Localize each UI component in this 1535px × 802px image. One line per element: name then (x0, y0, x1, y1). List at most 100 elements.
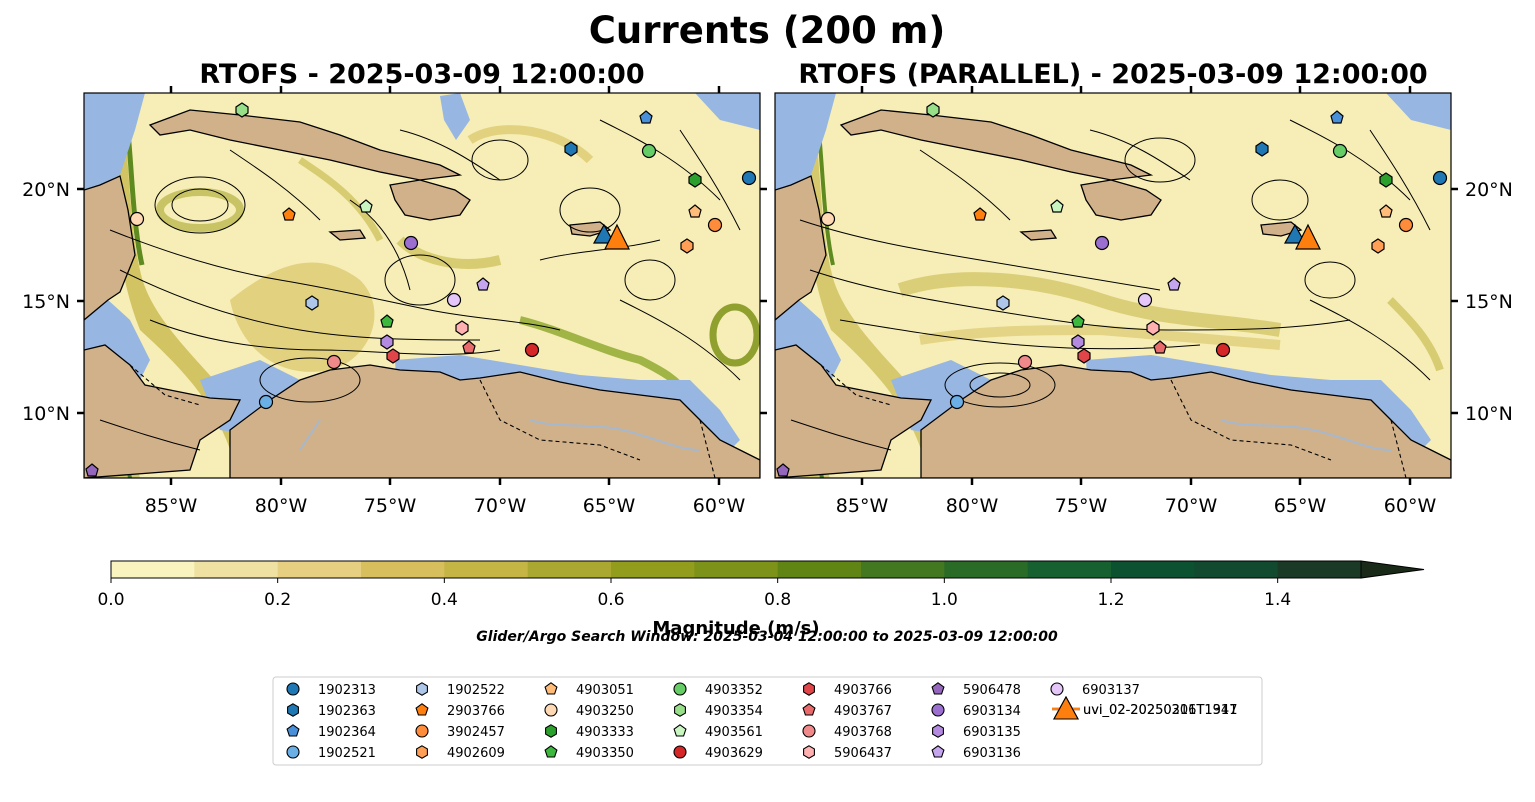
x-tick-label: 70°W (1165, 495, 1218, 517)
marker-4903629 (1215, 342, 1231, 358)
x-tick-label: 70°W (474, 495, 527, 517)
legend-label: 4903767 (834, 704, 892, 719)
map-panel-rtofs-parallel: RTOFS (PARALLEL) - 2025-03-09 12:00:00 (774, 59, 1513, 517)
y-tick-label: 20°N (1465, 179, 1513, 201)
marker-4903766 (386, 348, 400, 364)
legend-item: 4903354 (674, 703, 763, 719)
legend-item: 4903352 (673, 682, 763, 698)
legend-item: 4903767 (802, 703, 892, 719)
marker-2903766 (282, 207, 296, 221)
marker-1902364 (1330, 110, 1344, 124)
marker-4903768 (326, 354, 342, 370)
legend-label: uvi_02-20250306T1911 (1083, 703, 1237, 718)
legend-label: 1902521 (318, 746, 376, 761)
x-tick-label: 60°W (1384, 495, 1437, 517)
colorbar: 0.0 0.2 0.4 0.6 0.8 1.0 1.2 1.4 Magnitude (m/s) (97, 560, 1425, 639)
map-ticks (77, 86, 767, 485)
map-content (84, 93, 760, 478)
legend-item: 1902522 (416, 682, 505, 698)
legend-item: 1902364 (286, 724, 376, 740)
legend-marker-pentagon (415, 703, 429, 716)
x-tick-label: 80°W (255, 495, 308, 517)
legend-label: 2903766 (447, 704, 505, 719)
marker-1902521 (258, 394, 274, 410)
marker-4902609 (680, 238, 694, 254)
borders (129, 364, 716, 478)
colorbar-bin (1111, 561, 1195, 578)
marker-6903134 (1094, 235, 1110, 251)
legend-label: 1902363 (318, 704, 376, 719)
x-tick-label: 75°W (1055, 495, 1108, 517)
legend-label: 1902522 (447, 683, 505, 698)
legend-item: 4903629 (673, 745, 763, 761)
legend-marker-hexagon (803, 745, 815, 759)
x-tick-label: 85°W (836, 495, 889, 517)
colorbar-tick-label: 0.4 (431, 590, 458, 610)
legend-item: 6903134 (931, 703, 1021, 719)
marker-4903350 (380, 314, 394, 328)
legend-marker-hexagon (803, 682, 815, 696)
marker-4903350 (1071, 314, 1085, 328)
legend-marker-hexagon (932, 724, 944, 738)
colorbar-tick-label: 1.2 (1097, 590, 1124, 610)
streamlines (99, 119, 741, 451)
map-frame (83, 92, 761, 479)
legend-marker-circle (673, 745, 687, 759)
colorbar-tick-label: 1.0 (931, 590, 958, 610)
panel-title: RTOFS (PARALLEL) - 2025-03-09 12:00:00 (798, 59, 1427, 90)
colorbar-bin (944, 561, 1029, 578)
legend-label: 6903134 (963, 704, 1021, 719)
y-tick-labels: 20°N 15°N 10°N (1465, 179, 1513, 425)
borders (820, 364, 1407, 478)
marker-3902457 (707, 217, 723, 233)
marker-4903767 (1153, 340, 1167, 354)
legend-label: 4903629 (705, 746, 763, 761)
marker-1902363 (564, 141, 578, 157)
y-tick-label: 20°N (22, 179, 70, 201)
legend-item: 4903051 (544, 682, 634, 698)
y-tick-label: 10°N (22, 403, 70, 425)
colorbar-tick-label: 0.6 (597, 590, 624, 610)
marker-6903135 (380, 334, 394, 350)
legend-label: 4903333 (576, 725, 634, 740)
legend-label: 4903766 (834, 683, 892, 698)
marker-5906478 (85, 463, 99, 477)
marker-4903333 (1379, 172, 1393, 188)
marker-4903629 (524, 342, 540, 358)
platform-markers (85, 102, 757, 477)
legend-label: 4903051 (576, 683, 634, 698)
x-tick-label: 60°W (693, 495, 746, 517)
colorbar-tick-label: 0.0 (97, 590, 124, 610)
legend-marker-pentagon (673, 724, 687, 737)
legend-item: 2903766 (415, 703, 505, 719)
marker-4903051 (688, 204, 702, 218)
marker-4903250 (129, 211, 145, 227)
legend-label: 1902313 (318, 683, 376, 698)
legend-item: 4903766 (803, 682, 892, 698)
marker-6903136 (476, 277, 490, 291)
legend-item: 6903136 (931, 745, 1021, 761)
x-tick-label: 75°W (364, 495, 417, 517)
legend-item: 1902521 (286, 745, 376, 761)
legend-item: 4903768 (802, 724, 892, 740)
legend-item: 1902313 (286, 682, 376, 698)
marker-4903352 (641, 143, 657, 159)
legend-frame (272, 676, 1263, 766)
legend-label: 6903137 (1082, 683, 1140, 698)
legend-marker-circle (1050, 682, 1064, 696)
legend-label: 6903136 (963, 746, 1021, 761)
colorbar-tick-label: 0.8 (764, 590, 791, 610)
legend-marker-pentagon (544, 745, 558, 758)
map-ticks (860, 86, 1458, 485)
x-tick-labels: 85°W 80°W 75°W 70°W 65°W 60°W (836, 495, 1437, 517)
colorbar-frame (110, 560, 1362, 579)
rivers (299, 419, 701, 451)
platform-markers (776, 102, 1448, 477)
marker-1902313 (1432, 170, 1448, 186)
legend-label: 4902609 (447, 746, 505, 761)
marker-4903051 (1379, 204, 1393, 218)
colorbar-bin (277, 561, 362, 578)
legend-item: 5906478 (931, 682, 1021, 698)
colorbar-bins (111, 561, 1362, 578)
y-tick-label: 15°N (22, 291, 70, 313)
